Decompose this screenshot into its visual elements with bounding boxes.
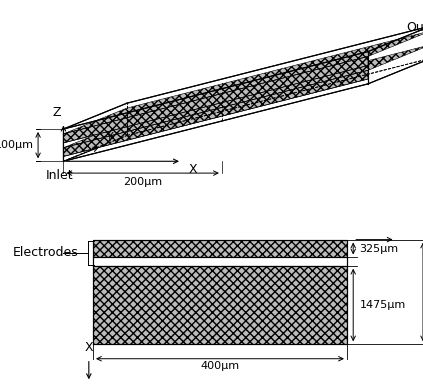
Text: Electrodes: Electrodes (13, 246, 78, 259)
Polygon shape (93, 240, 347, 257)
Text: 400μm: 400μm (201, 361, 239, 371)
Polygon shape (63, 70, 368, 156)
Text: Outlet: Outlet (406, 22, 423, 35)
Text: 1475μm: 1475μm (360, 300, 406, 310)
Text: 200μm: 200μm (123, 177, 162, 187)
Polygon shape (93, 257, 347, 266)
Text: Y: Y (106, 131, 113, 144)
Polygon shape (63, 56, 368, 143)
Text: Z: Z (53, 106, 61, 119)
Text: 100μm: 100μm (0, 140, 34, 150)
Text: Inlet: Inlet (45, 169, 73, 182)
Text: X: X (188, 164, 197, 176)
Polygon shape (63, 45, 423, 148)
Text: 325μm: 325μm (360, 243, 398, 253)
Text: X: X (85, 341, 93, 354)
Polygon shape (63, 31, 423, 134)
Polygon shape (93, 266, 347, 344)
